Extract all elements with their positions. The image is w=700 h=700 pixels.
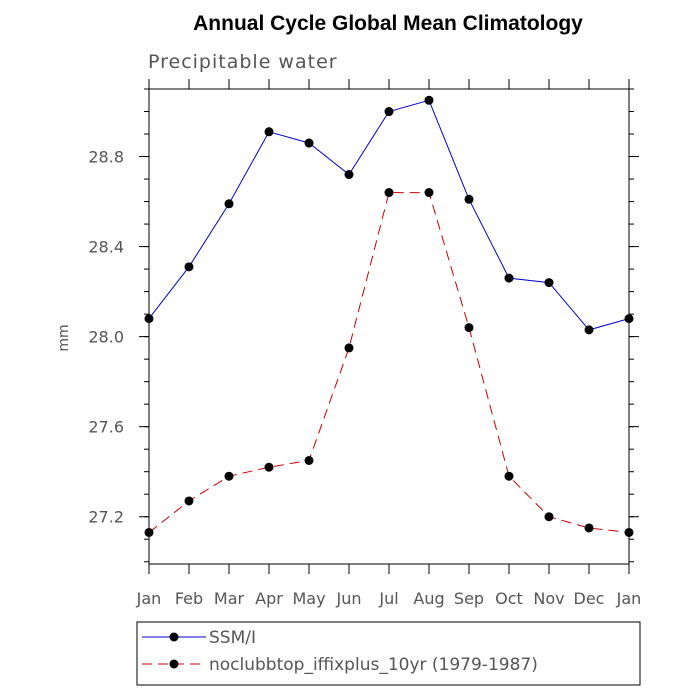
series-1-point [624, 527, 634, 537]
series-1-point [304, 455, 314, 465]
plot-frame [148, 88, 630, 565]
x-tick-label: Jul [378, 589, 398, 608]
y-tick-labels: 27.2 27.6 28.0 28.4 28.8 [88, 148, 124, 527]
y-tick-label: 28.4 [88, 238, 124, 257]
legend-label-0: SSM/I [209, 628, 256, 648]
series-1-point [344, 343, 354, 353]
legend-box [136, 621, 641, 686]
series-0-point [224, 199, 234, 209]
x-tick-label: Oct [495, 589, 523, 608]
series-1-point [224, 471, 234, 481]
series-layer [144, 95, 634, 537]
series-1-point [424, 188, 434, 198]
x-tick-label: Dec [574, 589, 605, 608]
series-0-point [424, 95, 434, 105]
series-1-point [504, 471, 514, 481]
chart-subtitle: Precipitable water [148, 51, 338, 73]
series-0-point [304, 138, 314, 148]
legend-marker-1 [169, 659, 179, 669]
series-1-point [264, 462, 274, 472]
series-1-point [144, 527, 154, 537]
x-tick-label: Nov [533, 589, 564, 608]
x-tick-label: Jan [616, 589, 642, 608]
x-tick-labels: Jan Feb Mar Apr May Jun Jul Aug Sep Oct Nov Dec Jan [136, 589, 642, 608]
series-0-point [344, 170, 354, 180]
x-tick-label: May [292, 589, 325, 608]
series-1-point [464, 323, 474, 333]
series-0-point [384, 107, 394, 117]
series-1-point [544, 512, 554, 522]
y-axis-label: mm [56, 324, 72, 351]
series-1-point [384, 188, 394, 198]
x-tick-label: Sep [454, 589, 484, 608]
series-line-1 [148, 192, 630, 533]
x-tick-label: Mar [214, 589, 245, 608]
x-tick-label: Apr [255, 589, 283, 608]
x-tick-label: Jun [336, 589, 362, 608]
x-tick-label: Jan [136, 589, 162, 608]
legend-label-1: noclubbtop_iffixplus_10yr (1979-1987) [209, 655, 538, 675]
x-tick-label: Feb [175, 589, 203, 608]
legend: SSM/I noclubbtop_iffixplus_10yr (1979-198… [142, 628, 538, 675]
series-0-point [144, 314, 154, 324]
y-tick-label: 27.6 [88, 418, 124, 437]
y-tick-label: 28.8 [88, 148, 124, 167]
series-1-point [184, 496, 194, 506]
series-0-point [464, 194, 474, 204]
axis-ticks [139, 79, 639, 574]
series-0-point [504, 273, 514, 283]
legend-marker-0 [169, 632, 179, 642]
series-0-point [544, 278, 554, 288]
series-0-point [584, 325, 594, 335]
x-tick-label: Aug [413, 589, 444, 608]
y-tick-label: 28.0 [88, 328, 124, 347]
chart-title: Annual Cycle Global Mean Climatology [193, 12, 583, 35]
series-0-point [184, 262, 194, 272]
y-tick-label: 27.2 [88, 508, 124, 527]
series-line-0 [148, 99, 630, 331]
series-0-point [264, 127, 274, 137]
series-1-point [584, 523, 594, 533]
series-0-point [624, 314, 634, 324]
